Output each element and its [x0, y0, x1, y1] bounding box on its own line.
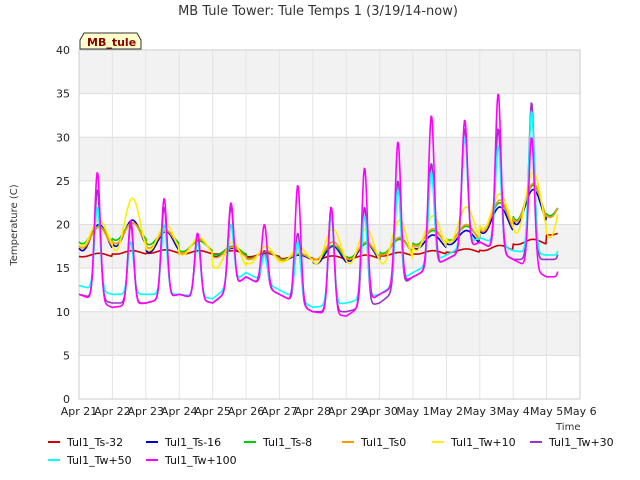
x-tick-label: Apr 26	[228, 405, 265, 418]
series-line-tul1-tw-100	[78, 93, 559, 317]
y-tick-label: 35	[56, 88, 70, 101]
x-tick-label: Apr 27	[261, 405, 298, 418]
x-tick-label: Apr 29	[328, 405, 365, 418]
legend: Tul1_Ts-32 Tul1_Ts-16 Tul1_Ts-8 Tul1_Ts0 Tul…	[48, 436, 614, 467]
legend-label: Tul1_Tw+30	[548, 436, 614, 449]
legend-item: Tul1_Ts0	[342, 436, 406, 449]
y-tick-label: 20	[56, 219, 70, 232]
plot-area	[78, 49, 581, 400]
series-line-tul1-tw-10	[78, 171, 559, 269]
y-tick-label: 25	[56, 175, 70, 188]
x-tick-label: May 6	[563, 405, 596, 418]
x-tick-label: Apr 22	[94, 405, 131, 418]
x-axis-label: Time	[555, 422, 580, 433]
legend-item: Tul1_Tw+30	[530, 436, 614, 449]
chart-title: MB Tule Tower: Tule Temps 1 (3/19/14-now…	[178, 4, 458, 19]
legend-item: Tul1_Ts-16	[146, 436, 221, 449]
x-tick-label: May 5	[530, 405, 563, 418]
x-tick-label: Apr 23	[128, 405, 165, 418]
legend-item: Tul1_Tw+10	[432, 436, 516, 449]
x-tick-label: May 4	[497, 405, 530, 418]
legend-label: Tul1_Ts-8	[262, 436, 312, 449]
grid-band	[79, 50, 580, 94]
station-tag-label: MB_tule	[87, 36, 136, 49]
legend-item: Tul1_Tw+50	[48, 454, 132, 467]
legend-label: Tul1_Ts-32	[66, 436, 123, 449]
x-tick-label: May 2	[430, 405, 463, 418]
series-line-tul1-tw-30	[78, 102, 559, 313]
y-axis-label: Temperature (C)	[9, 184, 20, 266]
x-tick-label: May 3	[463, 405, 496, 418]
y-tick-label: 5	[63, 349, 70, 362]
x-tick-label: Apr 28	[295, 405, 332, 418]
y-tick-label: 30	[56, 131, 70, 144]
y-tick-label: 10	[56, 306, 70, 319]
y-axis-ticks: 0 5 10 15 20 25 30 35 40	[56, 44, 70, 406]
grid-band	[79, 137, 580, 181]
y-tick-label: 0	[63, 393, 70, 406]
legend-label: Tul1_Ts0	[360, 436, 406, 449]
legend-item: Tul1_Ts-8	[244, 436, 312, 449]
y-tick-label: 15	[56, 262, 70, 275]
x-tick-label: Apr 24	[161, 405, 198, 418]
legend-item: Tul1_Tw+100	[146, 454, 237, 467]
plot-frame	[78, 49, 581, 400]
x-tick-label: Apr 30	[361, 405, 398, 418]
legend-label: Tul1_Tw+100	[164, 454, 237, 467]
legend-item: Tul1_Ts-32	[48, 436, 123, 449]
x-tick-label: May 1	[396, 405, 429, 418]
series-lines	[78, 93, 559, 317]
x-tick-label: Apr 25	[194, 405, 231, 418]
x-tick-label: Apr 21	[61, 405, 98, 418]
station-tag: MB_tule	[79, 32, 142, 50]
grid-band	[79, 311, 580, 356]
station-tag-box	[79, 32, 142, 50]
legend-label: Tul1_Tw+50	[66, 454, 132, 467]
legend-label: Tul1_Tw+10	[450, 436, 516, 449]
legend-label: Tul1_Ts-16	[164, 436, 221, 449]
y-tick-label: 40	[56, 44, 70, 57]
